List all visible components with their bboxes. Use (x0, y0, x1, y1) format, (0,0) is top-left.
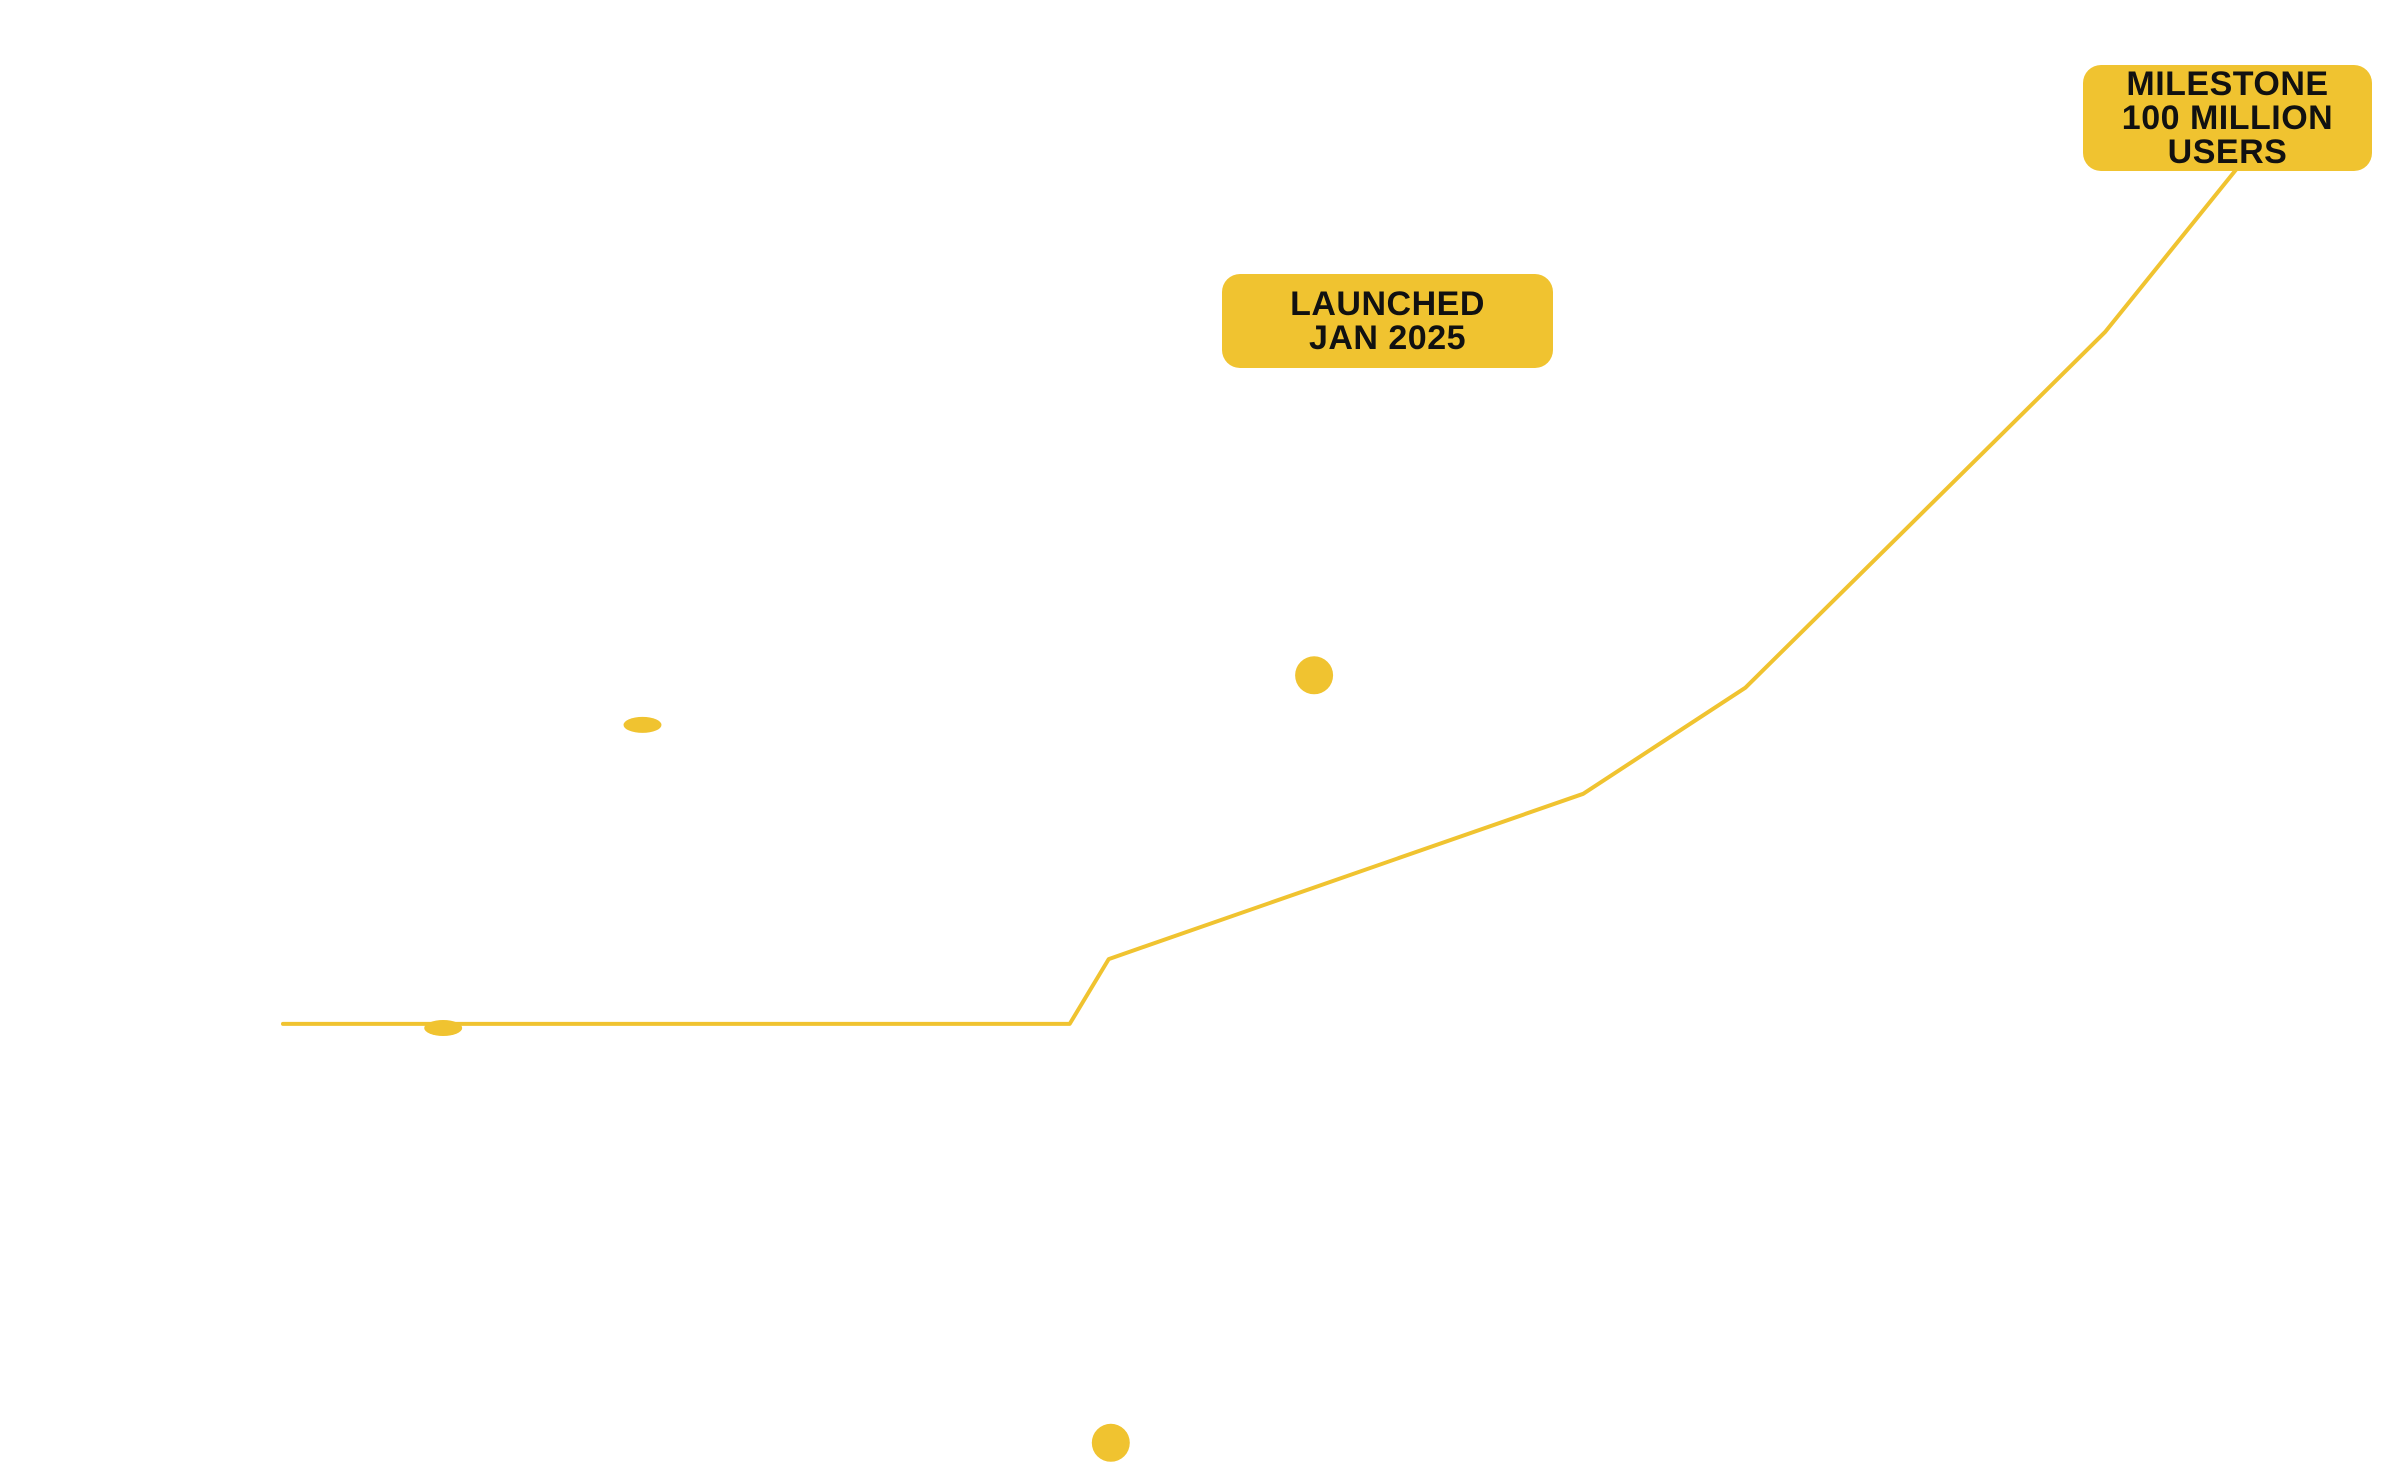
data-point-marker-1 (623, 716, 662, 733)
data-point-marker-2 (1091, 1423, 1130, 1462)
annotation-launched-label: LAUNCHED JAN 2025 (1222, 274, 1553, 368)
annotation-milestone-label: MILESTONE 100 MILLION USERS (2083, 65, 2372, 171)
series-layer (281, 113, 2282, 1026)
series-line-0 (281, 113, 2282, 1026)
data-point-marker-3 (1295, 656, 1334, 695)
marker-layer (424, 656, 1334, 1462)
data-point-marker-0 (424, 1020, 463, 1036)
